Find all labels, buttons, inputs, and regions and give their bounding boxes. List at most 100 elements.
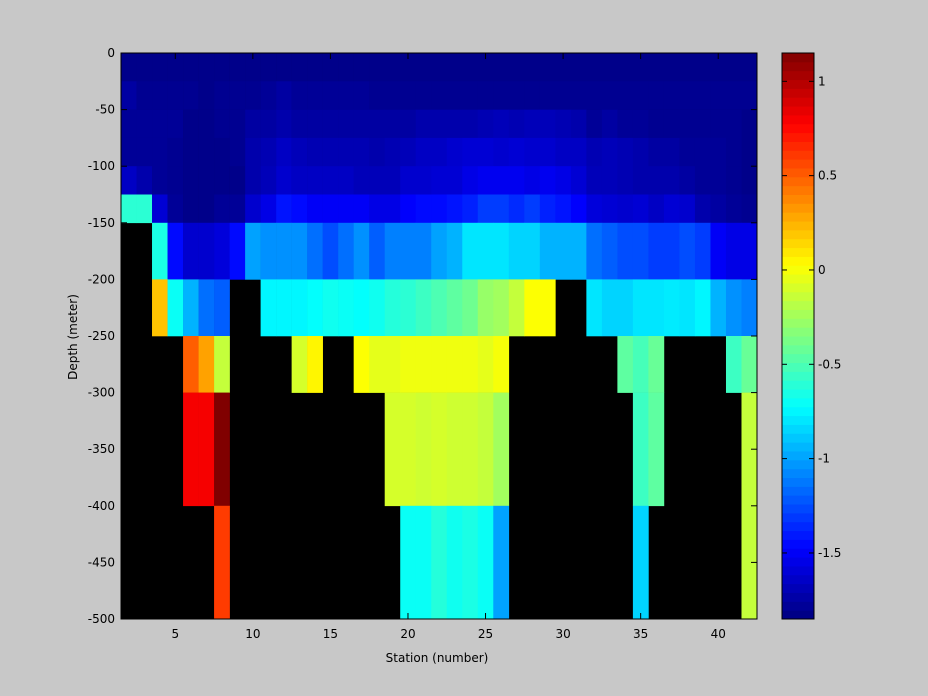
heatmap-cell: [353, 137, 370, 167]
colorbar-band: [782, 557, 814, 567]
heatmap-cell: [539, 222, 556, 280]
heatmap-cell: [508, 194, 525, 224]
y-tick-label: -400: [88, 499, 115, 513]
heatmap-cell: [369, 222, 386, 280]
heatmap-cell: [136, 194, 153, 224]
heatmap-cell: [338, 166, 354, 195]
y-axis: 0 -50 -100 -150 -200 -250 -300 -350 -400 -450 -500: [88, 46, 757, 626]
heatmap-cell: [477, 166, 494, 195]
colorbar-band: [782, 247, 814, 257]
colorbar-band: [782, 450, 814, 461]
heatmap-cell: [586, 137, 603, 167]
heatmap-cell: [462, 109, 479, 139]
heatmap-cell: [710, 109, 727, 139]
heatmap-cell: [462, 194, 479, 224]
colorbar-band: [782, 539, 814, 549]
heatmap-cell: [415, 81, 432, 110]
heatmap-cell: [400, 222, 417, 280]
heatmap-cell: [741, 505, 758, 620]
heatmap-cell: [741, 279, 758, 337]
heatmap-cell: [307, 81, 323, 110]
heatmap-cell: [229, 137, 246, 167]
heatmap-cell: [245, 81, 261, 110]
colorbar-band: [782, 88, 814, 98]
heatmap-cell: [725, 53, 742, 82]
heatmap-cell: [493, 505, 510, 620]
heatmap-cell: [400, 166, 417, 195]
heatmap-cell: [307, 166, 323, 195]
heatmap-cell: [555, 109, 572, 139]
heatmap-cell: [260, 222, 277, 280]
heatmap-cell: [198, 194, 215, 224]
colorbar-band: [782, 389, 814, 399]
heatmap-cell: [648, 166, 665, 195]
heatmap-cell: [322, 194, 339, 224]
heatmap-cell: [369, 137, 386, 167]
heatmap-cell: [508, 137, 525, 167]
colorbar: [782, 53, 814, 620]
heatmap-cell: [322, 109, 339, 139]
heatmap-cell: [446, 53, 463, 82]
heatmap-cell: [183, 392, 199, 507]
heatmap-cell: [586, 222, 603, 280]
heatmap-cell: [307, 194, 323, 224]
heatmap-cell: [229, 222, 246, 280]
heatmap-cell: [601, 109, 618, 139]
heatmap-cell: [446, 336, 463, 393]
heatmap-cell: [276, 194, 292, 224]
heatmap-cell: [198, 81, 215, 110]
heatmap-cell: [477, 81, 494, 110]
heatmap-cell: [617, 53, 634, 82]
heatmap-cell: [276, 109, 292, 139]
heatmap-cell: [214, 81, 230, 110]
heatmap-cell: [725, 81, 742, 110]
colorbar-band: [782, 282, 814, 293]
colorbar-band: [782, 123, 814, 134]
colorbar-band: [782, 300, 814, 310]
colorbar-band: [782, 397, 814, 408]
heatmap-cell: [725, 222, 742, 280]
heatmap-cell: [431, 137, 448, 167]
colorbar-band: [782, 203, 814, 213]
heatmap-cell: [121, 53, 137, 82]
heatmap-cell: [183, 336, 199, 393]
heatmap-cell: [493, 137, 510, 167]
colorbar-band: [782, 114, 814, 125]
heatmap-cell: [446, 279, 463, 337]
colorbar-band: [782, 212, 814, 222]
heatmap-cell: [570, 81, 587, 110]
heatmap-cell: [245, 53, 261, 82]
heatmap-cell: [276, 81, 292, 110]
colorbar-band: [782, 521, 814, 532]
heatmap-cell: [601, 166, 618, 195]
heatmap-cell: [539, 279, 556, 337]
heatmap-cell: [167, 109, 184, 139]
heatmap-cells: [121, 53, 758, 620]
heatmap-cell: [679, 166, 696, 195]
heatmap-cell: [431, 392, 448, 507]
heatmap-cell: [167, 222, 184, 280]
colorbar-band: [782, 459, 814, 470]
heatmap-cell: [586, 53, 603, 82]
heatmap-cell: [400, 137, 417, 167]
heatmap-cell: [741, 53, 758, 82]
heatmap-cell: [648, 137, 665, 167]
heatmap-cell: [601, 194, 618, 224]
heatmap-cell: [586, 279, 603, 337]
colorbar-band: [782, 274, 814, 284]
heatmap-cell: [694, 53, 711, 82]
heatmap-cell: [493, 222, 510, 280]
heatmap-cell: [415, 109, 432, 139]
heatmap-cell: [307, 336, 323, 393]
heatmap-cell: [493, 392, 510, 507]
heatmap-cell: [183, 137, 199, 167]
x-tick-label: 35: [633, 627, 648, 641]
heatmap-cell: [663, 222, 680, 280]
heatmap-cell: [601, 81, 618, 110]
heatmap-cell: [183, 109, 199, 139]
heatmap-cell: [477, 222, 494, 280]
heatmap-cell: [648, 109, 665, 139]
colorbar-band: [782, 424, 814, 434]
heatmap-cell: [663, 53, 680, 82]
heatmap-cell: [462, 279, 479, 337]
